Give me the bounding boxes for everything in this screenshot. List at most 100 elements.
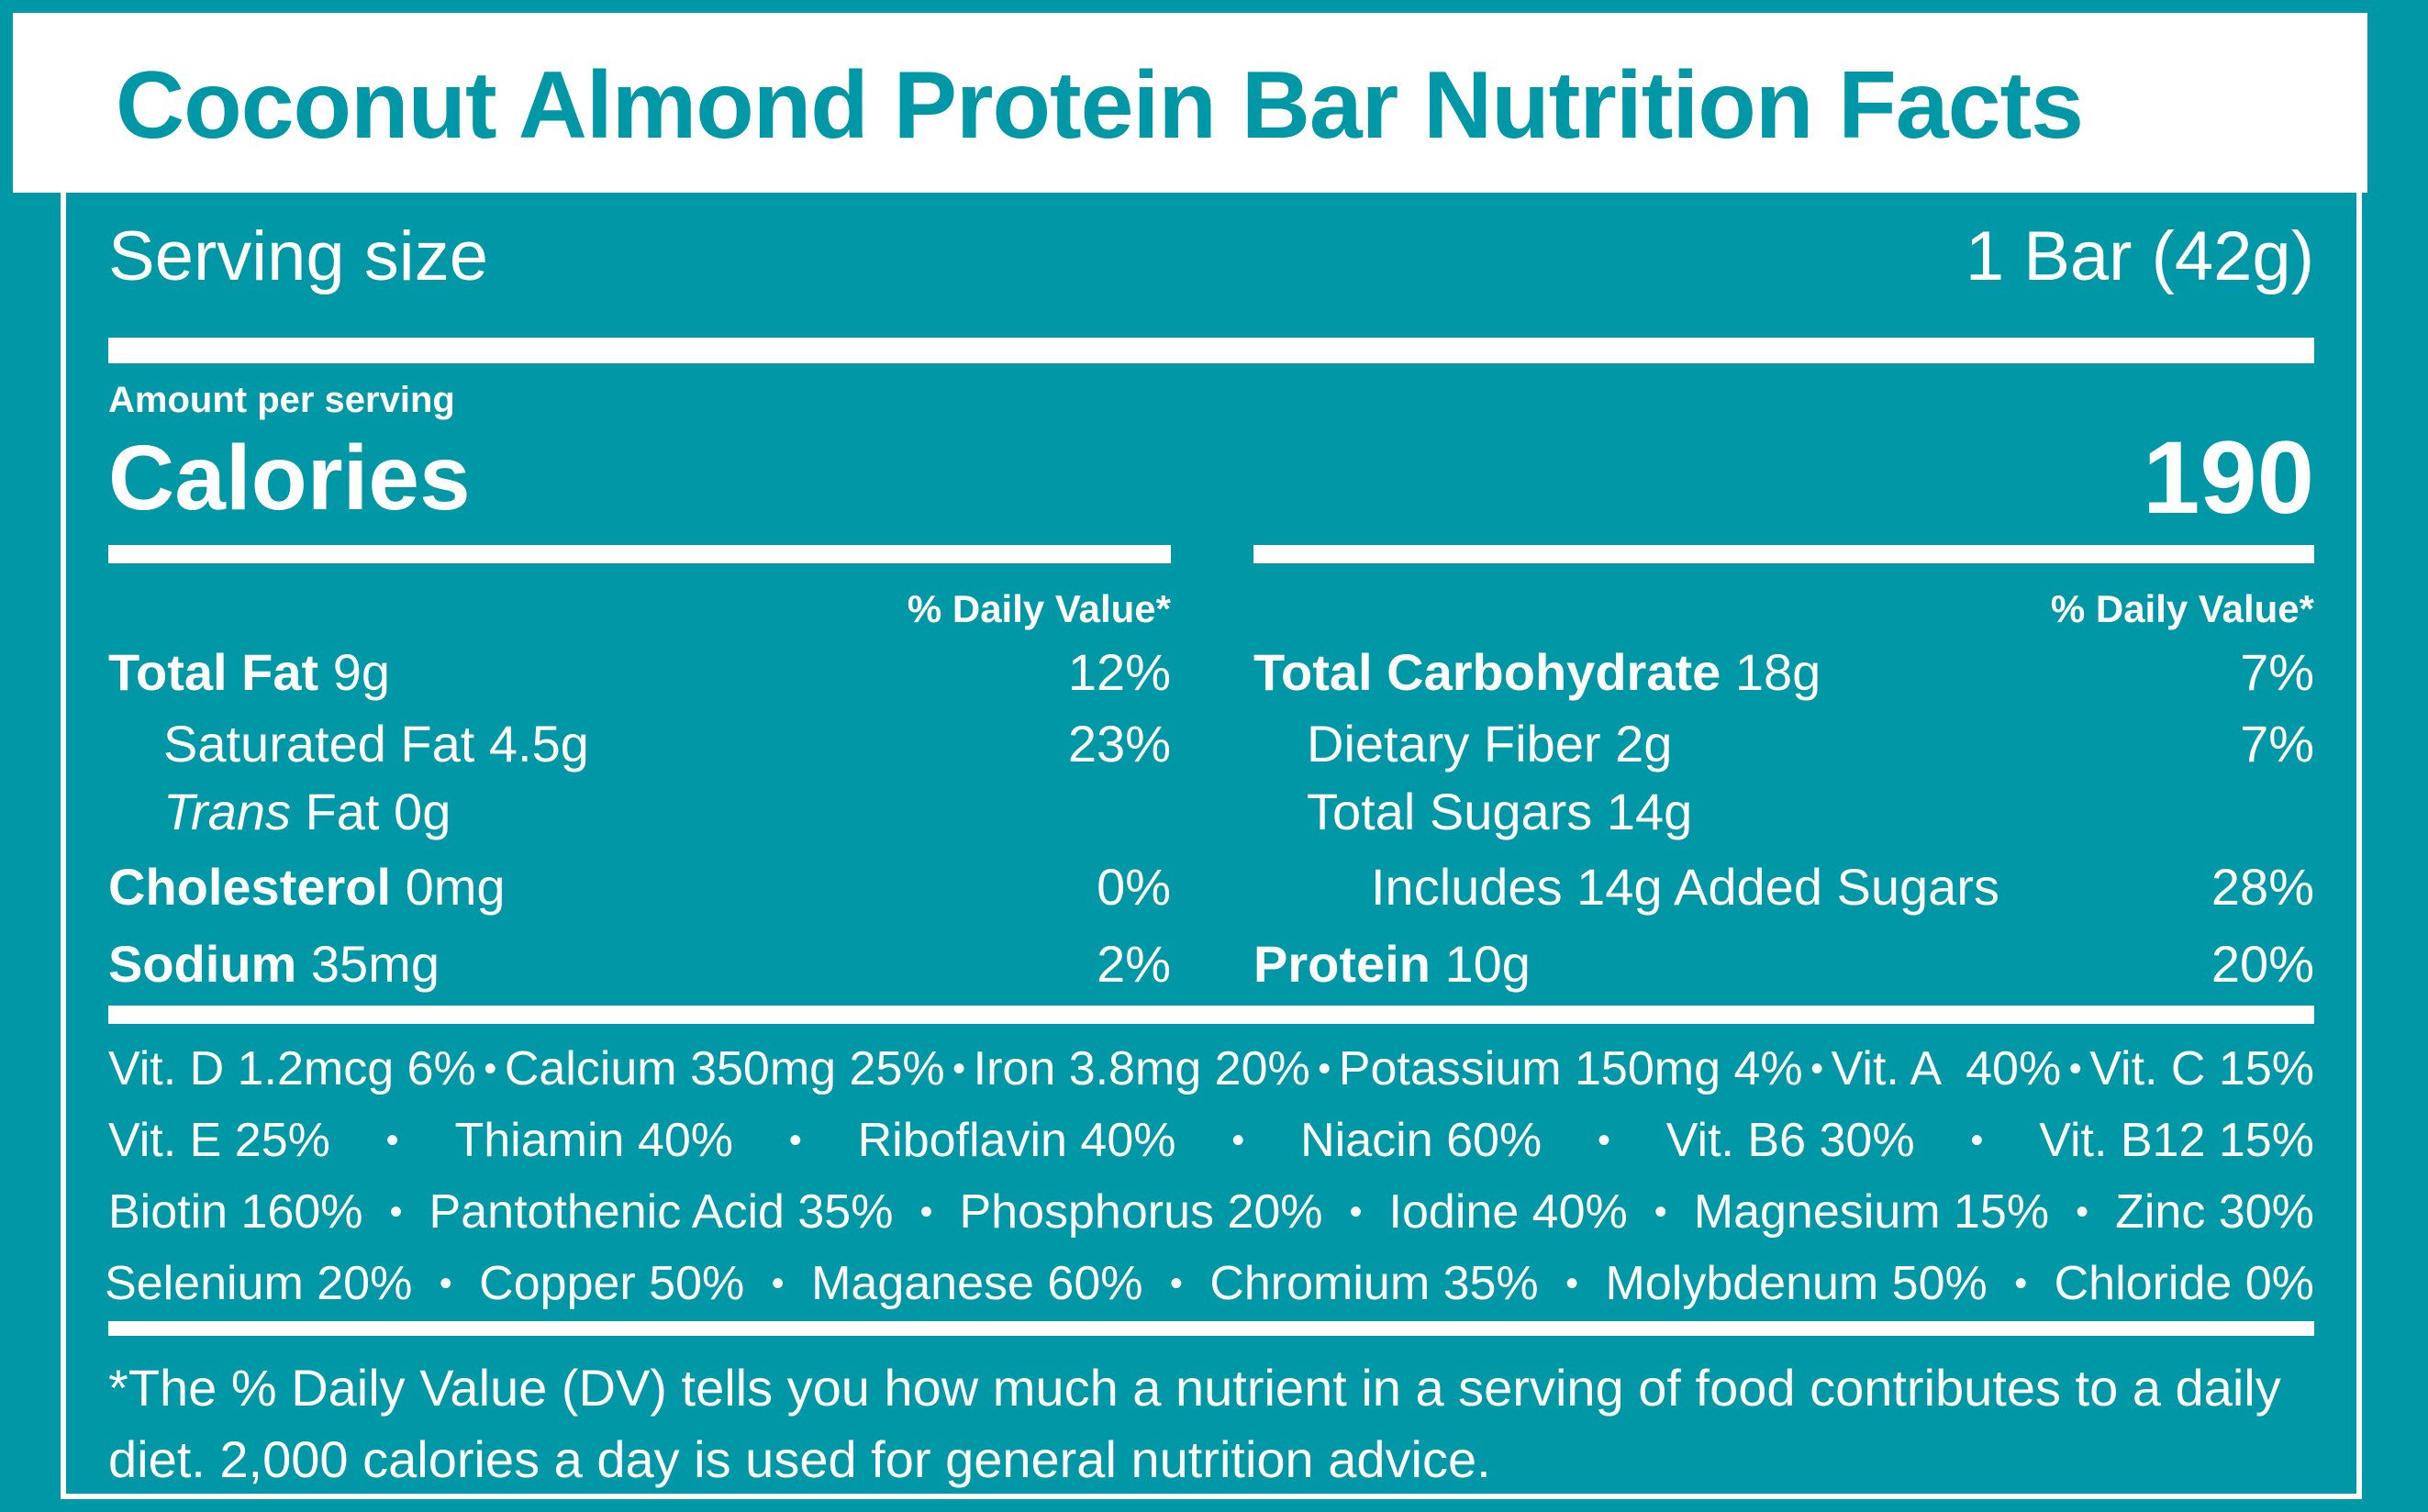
vitamin-row-4: Selenium 20% • Copper 50% • Maganese 60%…	[105, 1251, 2314, 1316]
nutrient-name: Includes 14g Added Sugars	[1371, 858, 1999, 916]
dv-header-right: % Daily Value*	[2050, 587, 2314, 630]
nutrition-panel	[61, 193, 2362, 1499]
vitamin-item: Vit. E 25%	[108, 1114, 330, 1167]
nutrient-name: Total Sugars	[1307, 783, 1593, 840]
separator-dot: •	[919, 1191, 933, 1232]
footnote-line-1: *The % Daily Value (DV) tells you how mu…	[108, 1359, 2281, 1417]
vitamin-item: Pantothenic Acid 35%	[429, 1185, 894, 1239]
vitamin-item: Calcium 350mg 25%	[504, 1042, 945, 1095]
nutrient-amount: 2g	[1615, 715, 1673, 773]
nutrient-name: Protein	[1253, 935, 1431, 993]
vitamin-row-1: Vit. D 1.2mcg 6% • Calcium 350mg 25% • I…	[108, 1037, 2314, 1101]
nutrient-amount: 4.5g	[488, 715, 589, 773]
vitamin-item: Copper 50%	[479, 1257, 745, 1310]
separator-dot: •	[1970, 1119, 1984, 1161]
serving-size-label: Serving size	[108, 217, 488, 295]
nutrient-amount: 14g	[1606, 783, 1693, 840]
nutrient-amount: 0mg	[405, 858, 506, 916]
page-title: Coconut Almond Protein Bar Nutrition Fac…	[116, 52, 2084, 159]
vitamin-item: Niacin 60%	[1300, 1114, 1543, 1167]
dv-sodium: 2%	[1097, 935, 1171, 993]
separator-dot: •	[1565, 1262, 1579, 1304]
dv-total-fat: 12%	[1067, 643, 1171, 701]
vitamin-item: Riboflavin 40%	[857, 1114, 1176, 1167]
vitamin-item: Maganese 60%	[811, 1257, 1143, 1310]
separator-dot: •	[952, 1048, 966, 1089]
vitamin-row-2: Vit. E 25% • Thiamin 40% • Riboflavin 40…	[108, 1108, 2314, 1173]
separator-dot: •	[788, 1119, 802, 1161]
vitamin-item: Selenium 20%	[105, 1257, 413, 1310]
nutrient-dietary-fiber: Dietary Fiber 2g	[1307, 714, 1672, 773]
vitamin-item: Vit. B6 30%	[1665, 1114, 1915, 1167]
vitamins-top-divider	[108, 1006, 2314, 1024]
nutrient-name: Sodium	[108, 935, 297, 993]
vitamin-item: Thiamin 40%	[454, 1114, 733, 1167]
serving-size-value: 1 Bar (42g)	[1965, 217, 2314, 295]
nutrient-trans-fat: Trans Fat 0g	[163, 782, 451, 841]
nutrient-amount: 35mg	[310, 935, 440, 993]
separator-dot: •	[484, 1048, 497, 1089]
right-medium-divider	[1253, 545, 2314, 563]
vitamin-row-3: Biotin 160% • Pantothenic Acid 35% • Pho…	[108, 1180, 2314, 1244]
nutrient-amount: 0g	[394, 783, 451, 840]
vitamin-item: Magnesium 15%	[1693, 1185, 2050, 1239]
nutrient-name: Total Carbohydrate	[1253, 643, 1721, 701]
left-medium-divider	[108, 545, 1171, 563]
vitamin-item: Vit. C 15%	[2089, 1042, 2314, 1095]
footnote-line-2: diet. 2,000 calories a day is used for g…	[108, 1430, 1491, 1488]
separator-dot: •	[385, 1119, 399, 1161]
dv-added-sugars: 28%	[2211, 858, 2314, 916]
dv-protein: 20%	[2211, 935, 2314, 993]
vitamin-item: Vit. B12 15%	[2039, 1114, 2314, 1167]
nutrient-name: Cholesterol	[108, 858, 392, 916]
dv-cholesterol: 0%	[1097, 858, 1171, 916]
vitamin-item: Vit. A 40%	[1831, 1042, 2062, 1095]
separator-dot: •	[2014, 1262, 2028, 1304]
nutrient-total-sugars: Total Sugars 14g	[1307, 782, 1692, 841]
vitamin-item: Iodine 40%	[1388, 1185, 1628, 1239]
amount-per-serving: Amount per serving	[108, 380, 455, 420]
vitamin-item: Phosphorus 20%	[959, 1185, 1323, 1239]
vitamin-item: Vit. D 1.2mcg 6%	[108, 1042, 476, 1095]
vitamin-item: Biotin 160%	[108, 1185, 363, 1239]
footnote-divider	[108, 1321, 2314, 1336]
vitamin-item: Chloride 0%	[2054, 1257, 2314, 1310]
separator-dot: •	[1654, 1191, 1667, 1232]
thick-divider	[108, 338, 2314, 363]
nutrient-amount: 9g	[332, 643, 391, 701]
separator-dot: •	[1231, 1119, 1245, 1161]
separator-dot: •	[1349, 1191, 1363, 1232]
separator-dot: •	[771, 1262, 785, 1304]
dv-total-carbohydrate: 7%	[2240, 643, 2314, 701]
vitamin-item: Molybdenum 50%	[1605, 1257, 1988, 1310]
calories-value: 190	[2143, 420, 2314, 535]
vitamin-item: Iron 3.8mg 20%	[973, 1042, 1310, 1095]
vitamin-item: Chromium 35%	[1209, 1257, 1539, 1310]
nutrient-cholesterol: Cholesterol 0mg	[108, 857, 506, 917]
title-bar: Coconut Almond Protein Bar Nutrition Fac…	[13, 13, 2367, 193]
nutrient-protein: Protein 10g	[1253, 934, 1531, 994]
nutrient-name: Saturated Fat	[163, 715, 475, 773]
vitamin-item: Zinc 30%	[2115, 1185, 2314, 1239]
separator-dot: •	[1318, 1048, 1331, 1089]
separator-dot: •	[2068, 1048, 2082, 1089]
nutrient-name: Fat	[305, 783, 380, 840]
nutrient-added-sugars: Includes 14g Added Sugars	[1371, 857, 1999, 917]
calories-label: Calories	[108, 427, 471, 529]
separator-dot: •	[1597, 1119, 1610, 1161]
nutrient-total-carbohydrate: Total Carbohydrate 18g	[1253, 642, 1821, 702]
dv-dietary-fiber: 7%	[2240, 715, 2314, 773]
nutrient-sodium: Sodium 35mg	[108, 934, 440, 994]
nutrient-total-fat: Total Fat 9g	[108, 642, 390, 702]
nutrient-name: Total Fat	[108, 643, 319, 701]
separator-dot: •	[389, 1191, 403, 1232]
separator-dot: •	[439, 1262, 452, 1304]
nutrient-amount: 18g	[1734, 643, 1821, 701]
nutrient-name-italic: Trans	[163, 783, 291, 840]
vitamin-item: Potassium 150mg 4%	[1338, 1042, 1803, 1095]
nutrient-name: Dietary Fiber	[1307, 715, 1601, 773]
nutrient-amount: 10g	[1444, 935, 1531, 993]
dv-saturated-fat: 23%	[1067, 715, 1171, 773]
dv-header-left: % Daily Value*	[907, 587, 1171, 630]
